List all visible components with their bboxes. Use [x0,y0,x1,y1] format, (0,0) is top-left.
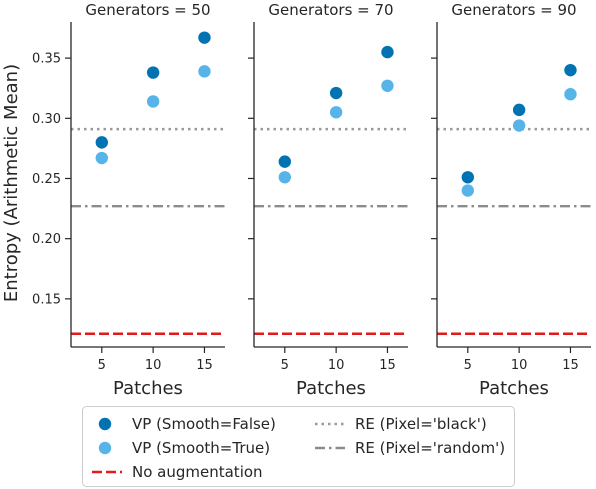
x-tick-label: 15 [379,358,396,373]
y-tick-label: 0.15 [32,292,61,307]
panel-2: Generators = 70 5 10 15 Patches [248,1,408,399]
legend-item-re-pixel-random: RE (Pixel='random') [315,439,505,457]
point-vp-smooth-true [146,95,160,108]
y-tick-label: 0.30 [32,112,61,127]
legend-item-vp-smooth-false: VP (Smooth=False) [98,415,276,433]
panel-1: Generators = 50 0.15 0.20 0.25 0.30 0.35 5 10 15… [32,1,225,399]
panel-3: Generators = 90 5 10 15 Patches [431,1,591,399]
y-tick-label: 0.35 [32,52,61,67]
x-axis-label: Patches [113,378,183,399]
point-vp-smooth-false [512,103,526,117]
point-vp-smooth-true [381,79,394,92]
y-axis-label: Entropy (Arithmetic Mean) [1,64,22,302]
point-vp-smooth-false [564,63,577,77]
x-axis-label: Patches [479,378,549,399]
legend-label: VP (Smooth=False) [132,415,276,433]
point-vp-smooth-true [461,184,474,197]
legend-marker [98,441,112,455]
x-tick-label: 5 [281,358,289,373]
x-tick-label: 10 [511,358,528,373]
panel-title: Generators = 50 [85,1,210,19]
point-vp-smooth-true [278,171,291,184]
point-vp-smooth-true [198,65,211,78]
legend-item-re-pixel-black: RE (Pixel='black') [315,415,487,433]
x-tick-label: 5 [464,358,472,373]
point-vp-smooth-false [461,171,474,184]
legend-label: RE (Pixel='random') [355,439,505,457]
point-vp-smooth-true [329,106,343,119]
point-vp-smooth-false [381,45,394,59]
y-tick-label: 0.25 [32,172,61,187]
point-vp-smooth-false [278,155,291,168]
legend-marker [98,417,112,431]
legend-label: VP (Smooth=True) [132,439,270,457]
x-tick-label: 15 [196,358,213,373]
legend-frame [82,406,515,487]
x-tick-label: 10 [328,358,345,373]
x-tick-label: 5 [98,358,106,373]
legend-label: No augmentation [132,463,263,481]
x-tick-label: 10 [145,358,162,373]
legend-item-no-augmentation: No augmentation [92,463,263,481]
point-vp-smooth-false [329,86,343,100]
panel-title: Generators = 90 [451,1,576,19]
point-vp-smooth-true [512,119,526,132]
legend-label: RE (Pixel='black') [355,415,487,433]
x-tick-label: 15 [562,358,579,373]
y-tick-label: 0.20 [32,232,61,247]
point-vp-smooth-true [564,88,577,101]
point-vp-smooth-true [95,151,109,165]
panel-title: Generators = 70 [268,1,393,19]
legend-item-vp-smooth-true: VP (Smooth=True) [98,439,270,457]
x-axis-label: Patches [296,378,366,399]
point-vp-smooth-false [146,66,160,79]
legend: VP (Smooth=False) RE (Pixel='black') VP (S… [82,406,515,487]
point-vp-smooth-false [198,31,211,44]
point-vp-smooth-false [95,136,109,149]
